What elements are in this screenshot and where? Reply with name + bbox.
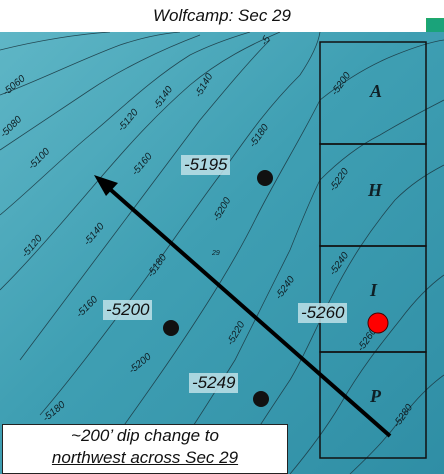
well-label: -5260: [298, 303, 348, 323]
contour-label: -5140: [151, 84, 175, 112]
well-marker: [163, 320, 179, 336]
contour-label: -5240: [273, 274, 297, 302]
contour-label: -5100: [26, 146, 52, 172]
well-marker: [253, 391, 269, 407]
contour-label: -5180: [41, 399, 68, 424]
contour-label: -5140: [82, 221, 107, 248]
contour-label: -5220: [327, 166, 351, 194]
section-number: 29: [211, 250, 220, 257]
structure-map: -5060 -5080 -5100 -5120 -5140 -5140 -512…: [0, 32, 444, 474]
tract-label: A: [369, 81, 382, 101]
contour-label: -5160: [74, 294, 100, 320]
callout-line-2: northwest across Sec 29: [51, 448, 239, 467]
contour-line: [0, 32, 181, 96]
contour-label: -5200: [127, 351, 154, 376]
contour-line: [289, 274, 444, 474]
well-label: -5200: [103, 300, 153, 320]
well-marker-highlight: [367, 312, 389, 334]
contour-line: [0, 32, 251, 216]
contour-line: [19, 39, 271, 361]
tract-grid: A H I P: [319, 41, 427, 459]
contour-line: [319, 39, 444, 101]
contour-line: [229, 164, 444, 474]
contour-label: -5200: [211, 195, 234, 223]
callout-line-1: ~200’ dip change to: [71, 426, 219, 445]
contour-labels: -5060 -5080 -5100 -5120 -5140 -5140 -512…: [0, 34, 415, 430]
contour-label: -5160: [130, 151, 155, 178]
map-canvas: -5060 -5080 -5100 -5120 -5140 -5140 -512…: [0, 32, 444, 474]
dip-arrow-head: [94, 175, 118, 196]
contour-label: -5180: [145, 252, 169, 280]
contour-line: [0, 34, 201, 151]
well-label: -5195: [181, 155, 231, 175]
contour-label: -5180: [247, 122, 271, 150]
contour-label: -5120: [116, 107, 141, 134]
contour-line: [0, 32, 281, 291]
tract-box: [319, 351, 427, 459]
tract-label: P: [369, 386, 382, 406]
contour-line: [39, 32, 321, 416]
tract-label: I: [369, 280, 378, 300]
contour-label: -5280: [391, 402, 415, 430]
contour-label: -5240: [327, 250, 351, 278]
tract-label: H: [367, 180, 383, 200]
well-label: -5249: [189, 373, 239, 393]
contour-line: [349, 374, 444, 474]
contour-line: [0, 32, 111, 51]
contour-label: -5200: [329, 70, 353, 98]
dip-callout: ~200’ dip change to northwest across Sec…: [2, 424, 288, 474]
contour-label: -5220: [225, 319, 248, 347]
well-marker: [257, 170, 273, 186]
map-title: Wolfcamp: Sec 29: [153, 6, 291, 25]
contour-label: -5140: [193, 71, 216, 99]
dip-arrow-shaft: [101, 181, 392, 438]
dip-arrow: [94, 175, 392, 438]
wells: [163, 170, 389, 407]
